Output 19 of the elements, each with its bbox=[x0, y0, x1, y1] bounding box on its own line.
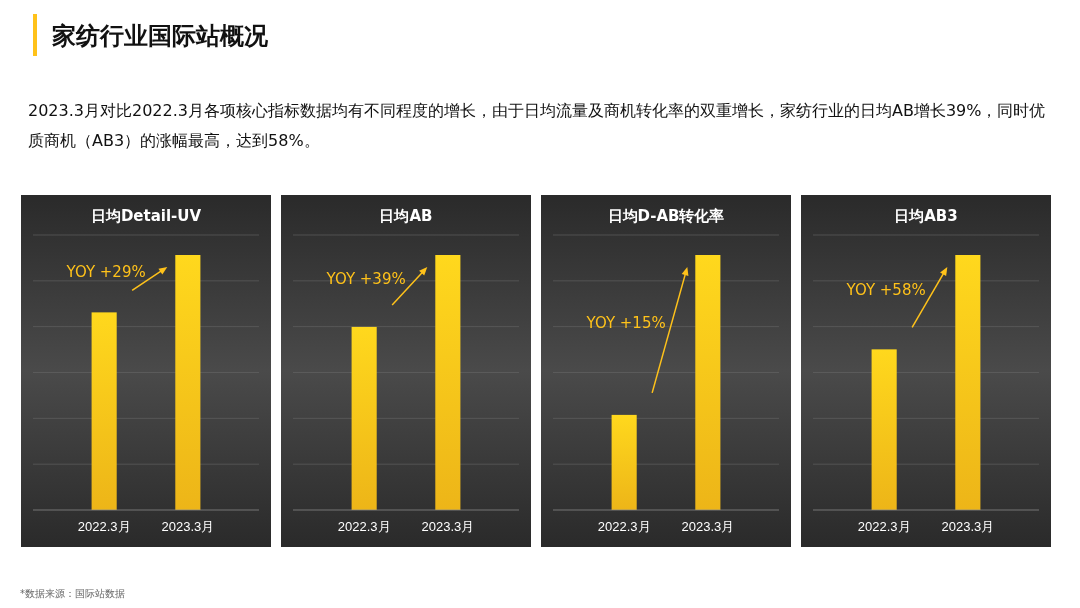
x-tick-label: 2023.3月 bbox=[681, 519, 735, 535]
annotation: YOY +39% bbox=[325, 269, 406, 288]
x-tick-label: 2023.3月 bbox=[421, 519, 475, 535]
text: 家纺行业国际站概况 bbox=[51, 22, 269, 50]
x-tick-label: 2022.3月 bbox=[857, 519, 911, 535]
chart-title: 日均D-AB转化率 bbox=[607, 207, 725, 225]
chart-title: 日均AB3 bbox=[894, 207, 958, 225]
chart-title: 日均Detail-UV bbox=[90, 207, 202, 225]
x-tick-label: 2023.3月 bbox=[941, 519, 995, 535]
text: *数据来源：国际站数据 bbox=[20, 588, 125, 599]
chart-title: 日均AB bbox=[379, 207, 433, 225]
x-tick-label: 2022.3月 bbox=[597, 519, 651, 535]
annotation: YOY +15% bbox=[585, 313, 666, 332]
text: 2023.3月对比2022.3月各项核心指标数据均有不同程度的增长，由于日均流量及商机转化率的双重增长，家纺行业的日均AB增长39%，同时优质商机（AB3）的涨幅最高，达到58%。 bbox=[28, 100, 1047, 152]
annotation: YOY +29% bbox=[65, 262, 146, 281]
x-tick-label: 2022.3月 bbox=[77, 519, 131, 535]
x-tick-label: 2023.3月 bbox=[161, 519, 215, 535]
annotation: YOY +58% bbox=[845, 281, 926, 300]
x-tick-label: 2022.3月 bbox=[337, 519, 391, 535]
